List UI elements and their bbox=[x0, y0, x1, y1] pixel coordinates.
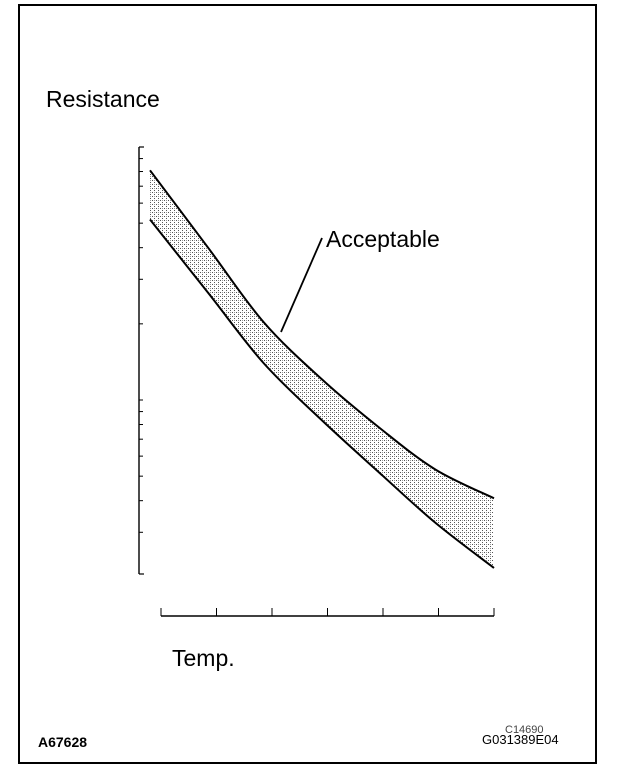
figure-frame bbox=[18, 4, 597, 764]
figure-code-right-ghost: C14690 bbox=[505, 724, 544, 736]
figure-code-right: G031389E04 bbox=[482, 732, 559, 747]
upper-limit-curve bbox=[149, 169, 495, 500]
y-axis bbox=[138, 146, 144, 575]
acceptable-annotation: Acceptable bbox=[326, 226, 440, 252]
x-axis-label: Temp. bbox=[172, 645, 235, 671]
y-axis-label: Resistance bbox=[46, 86, 160, 112]
annotation-leader bbox=[280, 237, 323, 333]
annotation-leader-line bbox=[280, 237, 323, 333]
figure-code-left: A67628 bbox=[38, 734, 88, 750]
acceptable-band bbox=[149, 169, 495, 569]
acceptable-band-fill bbox=[150, 170, 494, 569]
x-axis bbox=[160, 608, 495, 617]
lower-limit-curve bbox=[149, 218, 495, 569]
